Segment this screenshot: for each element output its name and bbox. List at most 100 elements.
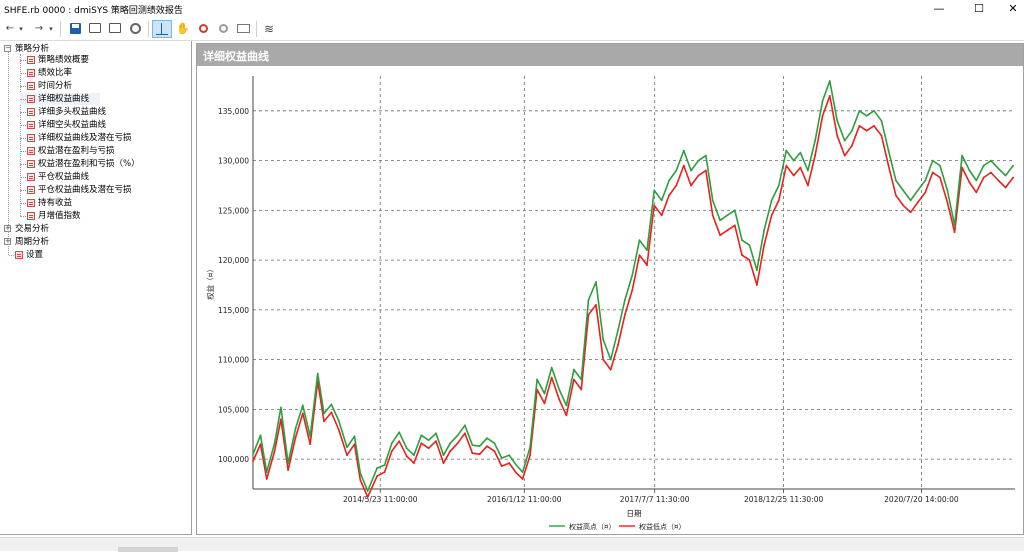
data-point [880, 134, 883, 137]
data-point [726, 214, 729, 217]
data-point [675, 169, 678, 172]
tree-item-holding-return[interactable]: 持有收益 [20, 197, 190, 209]
data-point [865, 114, 868, 117]
back-history-dropdown[interactable]: ▾ [19, 25, 23, 33]
data-point [602, 358, 605, 361]
pan-button[interactable]: ✋ [174, 20, 192, 38]
chart-style-button[interactable]: ≋ [260, 20, 278, 38]
data-point [309, 435, 312, 438]
data-point [252, 460, 254, 462]
data-point [785, 149, 788, 152]
data-point [653, 204, 656, 207]
tree-item-potential-profit-loss[interactable]: 权益潜在盈利与亏损 [20, 145, 190, 157]
tree-item-potential-profit-loss-pct[interactable]: 权益潜在盈利和亏损（%） [20, 158, 190, 170]
data-point [653, 189, 656, 192]
save-button[interactable] [66, 20, 84, 38]
tree-item-long-equity[interactable]: 详细多头权益曲线 [20, 106, 190, 118]
tree-item-time-analysis[interactable]: 时间分析 [20, 80, 190, 92]
data-point [814, 139, 816, 142]
legend-label: 权益高点（¤） [569, 522, 615, 531]
data-point [602, 338, 605, 341]
tree-item-equity-curve[interactable]: 详细权益曲线 [20, 93, 100, 105]
data-point [843, 154, 846, 157]
close-window-button[interactable]: ✕ [1008, 2, 1018, 15]
data-point [449, 442, 452, 445]
data-point [624, 313, 626, 316]
zoom-in-button[interactable] [194, 20, 212, 38]
data-point [471, 452, 474, 455]
expand-toggle[interactable]: + [4, 224, 11, 232]
chart-style-icon: ≋ [263, 22, 275, 36]
data-point [287, 469, 289, 471]
tree-item-settings[interactable]: 设置 [4, 249, 84, 261]
print-icon [109, 23, 121, 33]
expand-toggle[interactable]: + [4, 237, 11, 245]
data-point [792, 159, 795, 162]
data-point [909, 211, 912, 214]
data-point [946, 189, 949, 192]
data-point [383, 464, 386, 466]
data-point [301, 412, 304, 415]
data-point [814, 154, 816, 157]
data-point [500, 457, 503, 459]
data-point [521, 471, 524, 473]
data-point [280, 406, 282, 409]
y-tick-label: 110,000 [218, 356, 249, 365]
data-point [807, 184, 809, 187]
pan-hand-icon: ✋ [176, 22, 190, 35]
tree-item-closed-equity-potential-loss[interactable]: 平仓权益曲线及潜在亏损 [20, 184, 190, 196]
collapse-toggle[interactable]: − [4, 44, 11, 52]
back-button[interactable]: ← [5, 23, 15, 34]
settings-button[interactable] [126, 20, 144, 38]
settings-icon [129, 22, 141, 34]
data-point [763, 229, 765, 232]
data-point [398, 440, 401, 443]
data-point [515, 464, 518, 466]
x-tick-label: 2017/7/7 11:30:00 [620, 495, 690, 504]
data-point [580, 378, 583, 381]
data-point [777, 199, 780, 202]
chart-header: 详细权益曲线 [197, 44, 1023, 66]
tree-item-summary[interactable]: 策略绩效概要 [20, 54, 190, 66]
fit-window-button[interactable] [234, 20, 252, 38]
maximize-button[interactable]: ☐ [974, 2, 984, 15]
minimize-button[interactable]: — [933, 2, 945, 15]
tree-group-label: 策略分析 [15, 44, 50, 54]
toolbar-separator [60, 21, 61, 37]
x-tick-label: 2014/5/23 11:00:00 [343, 495, 418, 504]
data-point [756, 269, 758, 271]
data-point [895, 179, 897, 182]
data-point [748, 259, 751, 261]
forward-button[interactable]: → [34, 23, 44, 34]
data-point [478, 445, 481, 448]
data-point [792, 174, 795, 177]
export-icon [89, 23, 101, 33]
data-point [997, 167, 1000, 170]
data-point [858, 109, 861, 112]
data-point [330, 411, 333, 414]
export-button[interactable] [86, 20, 104, 38]
forward-history-dropdown[interactable]: ▾ [49, 25, 53, 33]
data-point [624, 299, 626, 301]
data-point [609, 368, 612, 371]
tree-guide-line [20, 54, 21, 216]
x-tick-label: 2020/7/20 14:00:00 [884, 495, 959, 504]
print-button[interactable] [106, 20, 124, 38]
zoom-out-icon [218, 23, 228, 33]
data-point [931, 159, 934, 162]
tree-item-equity-potential-loss[interactable]: 详细权益曲线及潜在亏损 [20, 132, 190, 144]
data-point [924, 191, 927, 194]
crosshair-button[interactable] [152, 20, 172, 38]
data-point [946, 201, 949, 204]
data-point [668, 179, 670, 182]
tree-item-short-equity[interactable]: 详细空头权益曲线 [20, 119, 190, 131]
data-point [398, 431, 401, 434]
data-point [726, 229, 729, 232]
equity-chart[interactable]: 100,000 105,000 110,000 115,000 120,000 125,0… [197, 66, 1023, 534]
tree-item-ratios[interactable]: 绩效比率 [20, 67, 190, 79]
tree-item-monthly-index[interactable]: 月增值指数 [20, 210, 190, 222]
zoom-out-button[interactable] [214, 20, 232, 38]
tree-item-closed-equity[interactable]: 平仓权益曲线 [20, 171, 190, 183]
data-point [690, 169, 692, 172]
data-point [413, 462, 415, 464]
